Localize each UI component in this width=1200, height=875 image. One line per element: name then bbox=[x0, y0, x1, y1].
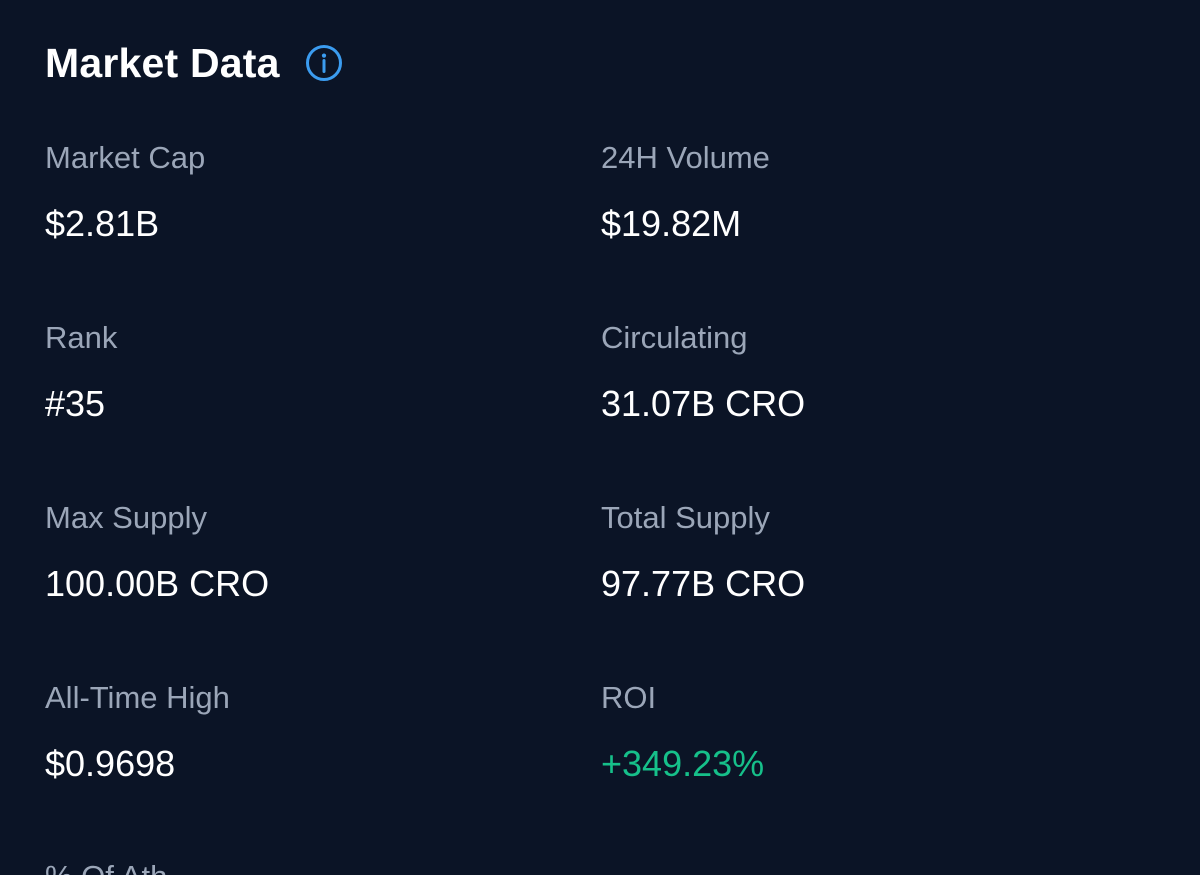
stat-label: Market Cap bbox=[45, 140, 206, 175]
stat-label: Total Supply bbox=[601, 500, 770, 535]
stat-value: 100.00B CRO bbox=[45, 563, 270, 604]
stat-percent-of-ath: % Of Ath bbox=[45, 861, 545, 875]
stat-label: 24H Volume bbox=[601, 140, 770, 175]
info-circle-icon[interactable] bbox=[305, 44, 343, 82]
stat-value: $2.81B bbox=[45, 203, 160, 244]
stat-total-supply: Total Supply 97.77B CRO bbox=[601, 502, 1101, 602]
stat-rank: Rank #35 bbox=[45, 322, 545, 422]
stat-max-supply: Max Supply 100.00B CRO bbox=[45, 502, 545, 602]
stat-label: Circulating bbox=[601, 320, 748, 355]
stat-value: $19.82M bbox=[601, 203, 742, 244]
stat-market-cap: Market Cap $2.81B bbox=[45, 142, 545, 242]
stat-roi: ROI +349.23% bbox=[601, 682, 1101, 782]
stat-24h-volume: 24H Volume $19.82M bbox=[601, 142, 1101, 242]
stat-label: All-Time High bbox=[45, 680, 230, 715]
market-data-header: Market Data bbox=[45, 36, 343, 90]
stat-label: % Of Ath bbox=[45, 861, 545, 875]
stat-label: Max Supply bbox=[45, 500, 207, 535]
stat-value: 97.77B CRO bbox=[601, 563, 806, 604]
stat-all-time-high: All-Time High $0.9698 bbox=[45, 682, 545, 782]
stat-value-positive: +349.23% bbox=[601, 743, 765, 784]
stat-circulating: Circulating 31.07B CRO bbox=[601, 322, 1101, 422]
page-title: Market Data bbox=[45, 39, 280, 86]
stat-value: #35 bbox=[45, 383, 106, 424]
stat-value: $0.9698 bbox=[45, 743, 176, 784]
stat-value: 31.07B CRO bbox=[601, 383, 806, 424]
stat-label: Rank bbox=[45, 320, 118, 355]
stat-label: ROI bbox=[601, 680, 657, 715]
